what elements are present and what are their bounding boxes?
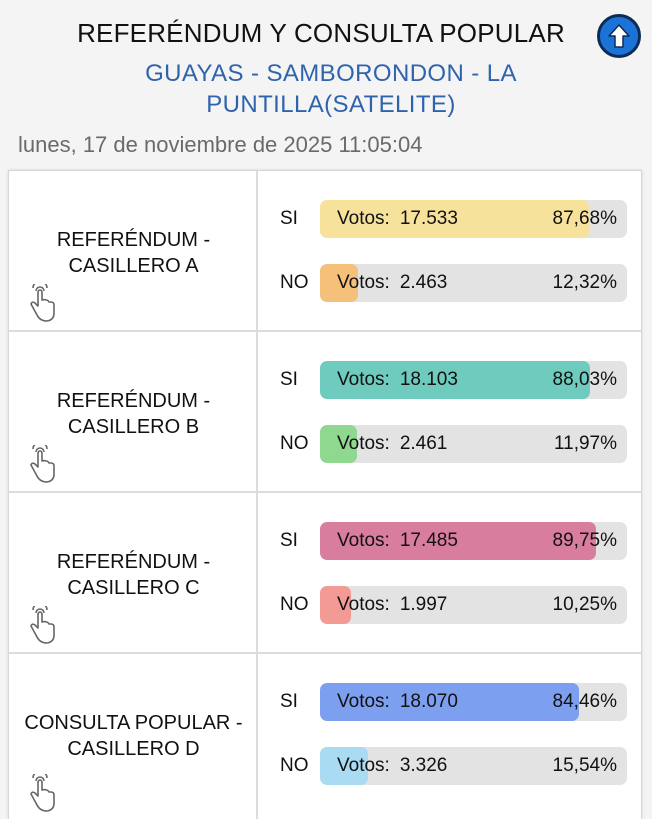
- no-bar: Votos: 2.461 11,97%: [320, 425, 627, 463]
- section-header[interactable]: REFERÉNDUM - CASILLERO A: [9, 171, 258, 330]
- no-percent: 15,54%: [552, 755, 617, 776]
- section-casillero-d: CONSULTA POPULAR - CASILLERO D SI Votos:…: [9, 654, 641, 819]
- section-title-line-1: REFERÉNDUM -: [56, 229, 211, 251]
- si-percent: 87,68%: [552, 208, 617, 229]
- si-label: SI: [280, 369, 298, 390]
- no-percent: 12,32%: [552, 272, 617, 293]
- section-title-line-1: REFERÉNDUM -: [56, 390, 211, 412]
- no-row: NO Votos: 2.463 12,32%: [258, 263, 641, 303]
- si-percent: 84,46%: [552, 691, 617, 712]
- si-bar-fill: [320, 361, 591, 399]
- si-votes: 18.103: [399, 369, 458, 390]
- section-casillero-b: REFERÉNDUM - CASILLERO B SI Votos: 18.103…: [9, 332, 641, 493]
- tap-hand-icon: [30, 606, 55, 644]
- section-title-line-1: CONSULTA POPULAR -: [24, 712, 243, 734]
- si-row: SI Votos: 18.070 84,46%: [258, 682, 641, 722]
- no-percent: 11,97%: [553, 433, 617, 454]
- section-header[interactable]: REFERÉNDUM - CASILLERO B: [9, 332, 258, 491]
- no-bar: Votos: 1.997 10,25%: [320, 586, 627, 624]
- votes-label: Votos:: [337, 433, 390, 454]
- votes-label: Votos:: [337, 755, 390, 776]
- section-casillero-c: REFERÉNDUM - CASILLERO C SI Votos: 17.485…: [9, 493, 641, 654]
- location-line-1: GUAYAS - SAMBORONDON - LA: [145, 60, 517, 87]
- no-percent: 10,25%: [552, 594, 617, 615]
- si-bar: Votos: 18.103 88,03%: [320, 361, 627, 399]
- results-card: REFERÉNDUM - CASILLERO A SI Votos: 17.533…: [8, 170, 642, 819]
- no-votes: 2.461: [399, 433, 448, 454]
- no-bar: Votos: 2.463 12,32%: [320, 264, 627, 302]
- section-title: REFERÉNDUM - CASILLERO A: [9, 227, 258, 279]
- si-label: SI: [280, 530, 298, 551]
- location-title: GUAYAS - SAMBORONDON - LA PUNTILLA(SATEL…: [100, 58, 562, 120]
- no-bar-fill: [320, 264, 358, 302]
- header: REFERÉNDUM Y CONSULTA POPULAR GUAYAS - S…: [0, 0, 652, 170]
- section-title-line-2: CASILLERO B: [67, 416, 200, 438]
- no-row: NO Votos: 1.997 10,25%: [258, 585, 641, 625]
- section-title-line-2: CASILLERO D: [67, 738, 200, 760]
- scroll-up-button[interactable]: [597, 14, 641, 58]
- si-label: SI: [280, 208, 298, 229]
- votes-label: Votos:: [337, 369, 390, 390]
- si-bar: Votos: 17.533 87,68%: [320, 200, 627, 238]
- no-label: NO: [280, 755, 309, 776]
- no-row: NO Votos: 2.461 11,97%: [258, 424, 641, 464]
- no-label: NO: [280, 594, 309, 615]
- arrow-up-circle-icon: [608, 24, 630, 48]
- location-line-2: PUNTILLA(SATELITE): [206, 91, 456, 118]
- section-header[interactable]: CONSULTA POPULAR - CASILLERO D: [9, 654, 258, 819]
- no-votes: 2.463: [399, 272, 448, 293]
- section-casillero-a: REFERÉNDUM - CASILLERO A SI Votos: 17.533…: [9, 171, 641, 332]
- section-title-line-1: REFERÉNDUM -: [56, 551, 211, 573]
- votes-label: Votos:: [337, 208, 390, 229]
- no-label: NO: [280, 272, 309, 293]
- si-row: SI Votos: 17.533 87,68%: [258, 199, 641, 239]
- no-votes: 3.326: [399, 755, 448, 776]
- datetime-label: lunes, 17 de noviembre de 2025 11:05:04: [18, 132, 423, 157]
- si-row: SI Votos: 18.103 88,03%: [258, 360, 641, 400]
- section-title: REFERÉNDUM - CASILLERO B: [9, 388, 258, 440]
- votes-label: Votos:: [337, 530, 390, 551]
- si-bar-fill: [320, 683, 580, 721]
- no-bar-fill: [320, 586, 352, 624]
- no-row: NO Votos: 3.326 15,54%: [258, 746, 641, 786]
- section-header[interactable]: REFERÉNDUM - CASILLERO C: [9, 493, 258, 652]
- si-bar-fill: [320, 200, 590, 238]
- si-bar-fill: [320, 522, 596, 560]
- si-votes: 18.070: [399, 691, 458, 712]
- no-votes: 1.997: [399, 594, 448, 615]
- votes-label: Votos:: [337, 272, 390, 293]
- section-title: CONSULTA POPULAR - CASILLERO D: [9, 710, 258, 762]
- no-bar-fill: [320, 747, 368, 785]
- section-title-line-2: CASILLERO A: [68, 255, 199, 277]
- tap-hand-icon: [30, 774, 55, 812]
- si-votes: 17.533: [399, 208, 458, 229]
- tap-hand-icon: [30, 284, 55, 322]
- si-votes: 17.485: [399, 530, 458, 551]
- section-title-line-2: CASILLERO C: [67, 577, 200, 599]
- page-title: REFERÉNDUM Y CONSULTA POPULAR: [77, 18, 565, 48]
- si-percent: 88,03%: [552, 369, 617, 390]
- si-percent: 89,75%: [552, 530, 617, 551]
- votes-label: Votos:: [337, 594, 390, 615]
- no-label: NO: [280, 433, 309, 454]
- si-row: SI Votos: 17.485 89,75%: [258, 521, 641, 561]
- si-bar: Votos: 17.485 89,75%: [320, 522, 627, 560]
- si-label: SI: [280, 691, 298, 712]
- votes-label: Votos:: [337, 691, 390, 712]
- tap-hand-icon: [30, 445, 55, 483]
- no-bar-fill: [320, 425, 357, 463]
- si-bar: Votos: 18.070 84,46%: [320, 683, 627, 721]
- section-title: REFERÉNDUM - CASILLERO C: [9, 549, 258, 601]
- no-bar: Votos: 3.326 15,54%: [320, 747, 627, 785]
